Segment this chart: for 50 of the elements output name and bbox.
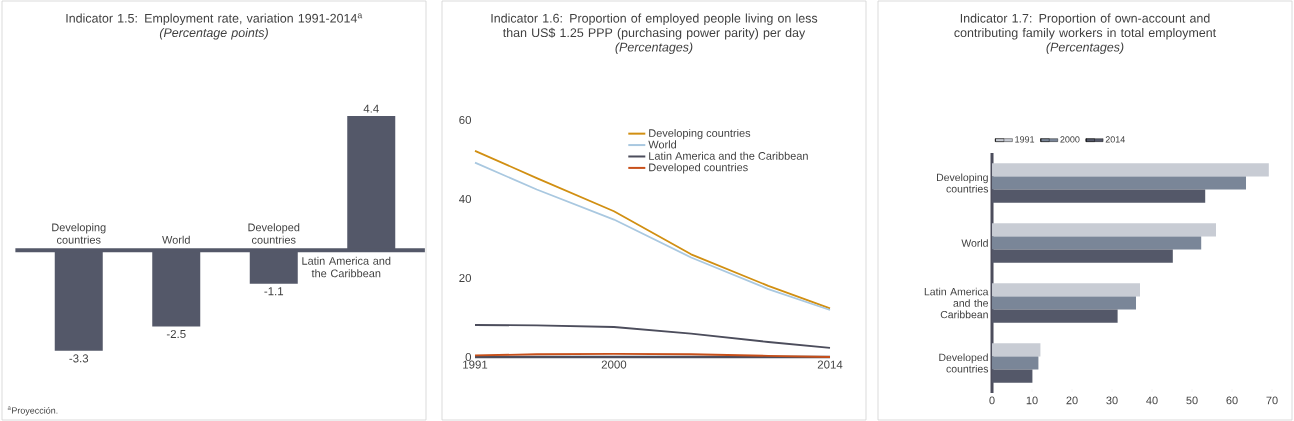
x-tick-label: 70	[1266, 396, 1278, 405]
bar	[992, 369, 1033, 383]
bar	[992, 236, 1202, 250]
bar	[992, 343, 1041, 357]
y-tick-label: Latin America and the Caribbean	[924, 287, 989, 319]
x-tick-label: 20	[1066, 396, 1078, 405]
legend-label: 1991	[1015, 136, 1035, 143]
x-tick-label: 50	[1186, 396, 1198, 405]
x-tick-label: Developing countries	[52, 223, 106, 244]
chart-subtitle: (Percentages)	[1046, 42, 1124, 55]
x-tick-label: 2014	[817, 360, 843, 369]
bar	[992, 296, 1137, 310]
x-tick-label: Developed countries	[248, 223, 300, 244]
bar	[992, 223, 1217, 237]
legend-label: 2014	[1105, 136, 1125, 143]
data-label: 4.4	[363, 104, 379, 113]
x-tick-label: 40	[1146, 396, 1158, 405]
bar	[992, 189, 1206, 203]
y-tick-label: Developing countries	[937, 173, 989, 193]
bar	[992, 283, 1141, 297]
x-tick-label: 1991	[463, 360, 488, 369]
x-tick-label: 0	[989, 396, 995, 405]
chart-subtitle: (Percentage points)	[159, 27, 268, 40]
y-tick-label: 40	[459, 194, 472, 204]
bar	[992, 176, 1247, 190]
chart-title: Indicator 1.5: Employment rate, variation 1991-2014$^{a}$	[66, 13, 363, 26]
legend-label: 2000	[1060, 136, 1080, 143]
bar	[992, 163, 1269, 177]
x-tick-label: 2000	[601, 360, 627, 369]
chart-title: Indicator 1.7: Proportion of own-account and contributing family workers in total employment	[954, 13, 1217, 40]
x-tick-label: 30	[1106, 396, 1118, 405]
data-label: -1.1	[264, 287, 284, 296]
x-tick-label: 10	[1026, 396, 1038, 405]
bar	[992, 309, 1118, 323]
y-tick-label: 20	[459, 273, 472, 283]
legend-label: Developed countries	[649, 163, 748, 174]
data-label: -3.3	[69, 354, 89, 363]
bar	[992, 356, 1039, 370]
bar	[992, 249, 1173, 263]
legend-label: World	[648, 140, 677, 149]
legend-label: Developing countries	[649, 128, 751, 140]
y-tick-label: 60	[459, 115, 472, 125]
chart-title: Indicator 1.6: Proportion of employed people living on less than US$ 1.25 PPP (purchasing power parity) per day	[491, 13, 818, 40]
text: $^{a}$Proyección.	[7, 406, 58, 416]
x-tick-label: 60	[1226, 396, 1238, 405]
data-label: -2.5	[166, 329, 186, 339]
x-tick-label: World	[162, 235, 190, 244]
chart-subtitle: (Percentages)	[615, 42, 693, 55]
legend-label: Latin America and the Caribbean	[649, 151, 808, 160]
line-series	[474, 324, 831, 349]
